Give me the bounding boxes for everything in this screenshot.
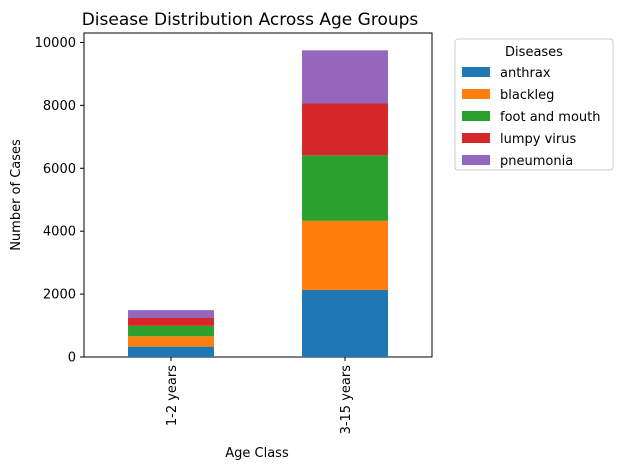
legend-label: lumpy virus [500,132,576,147]
bar-segment [128,336,214,347]
legend-label: anthrax [500,66,551,81]
x-tick-label: 1-2 years [165,365,180,426]
plot-frame [83,32,433,358]
y-tick-label: 0 [68,351,76,366]
legend-swatch [462,133,490,143]
legend-swatch [462,155,490,165]
plot-area: 0 2000 4000 6000 8000 10000 1-2 years 3-15 yea… [35,32,433,434]
bars [128,50,388,357]
y-tick-label: 8000 [43,99,76,114]
bar-segment [128,317,214,326]
x-tick-label: 3-15 years [339,365,354,435]
bar-segment [302,290,388,357]
y-axis-label: Number of Cases [9,139,24,251]
legend-box [454,38,614,171]
x-axis-label: Age Class [225,446,289,461]
legend-swatch [462,67,490,77]
bar-segment [128,346,214,357]
chart-title: Disease Distribution Across Age Groups [82,10,419,30]
bar-segment [302,220,388,290]
bar-segment [128,325,214,337]
legend-label: blackleg [500,88,554,103]
y-tick-label: 10000 [35,36,76,51]
legend-swatch [462,89,490,99]
bar-segment [302,50,388,104]
y-tick-label: 2000 [43,288,76,303]
y-axis: 0 2000 4000 6000 8000 10000 [35,36,84,366]
x-axis: 1-2 years 3-15 years [165,357,354,434]
legend-label: foot and mouth [500,110,601,125]
legend: Diseases anthrax blackleg foot and mouth lu… [454,38,614,171]
legend-swatch [462,111,490,121]
y-tick-label: 6000 [43,162,76,177]
legend-title: Diseases [505,45,563,60]
bar-segment [302,103,388,156]
bar-segment [302,155,388,221]
y-tick-label: 4000 [43,225,76,240]
bar-segment [128,310,214,318]
legend-items: anthrax blackleg foot and mouth lumpy virus… [462,66,601,169]
legend-label: pneumonia [500,154,573,169]
